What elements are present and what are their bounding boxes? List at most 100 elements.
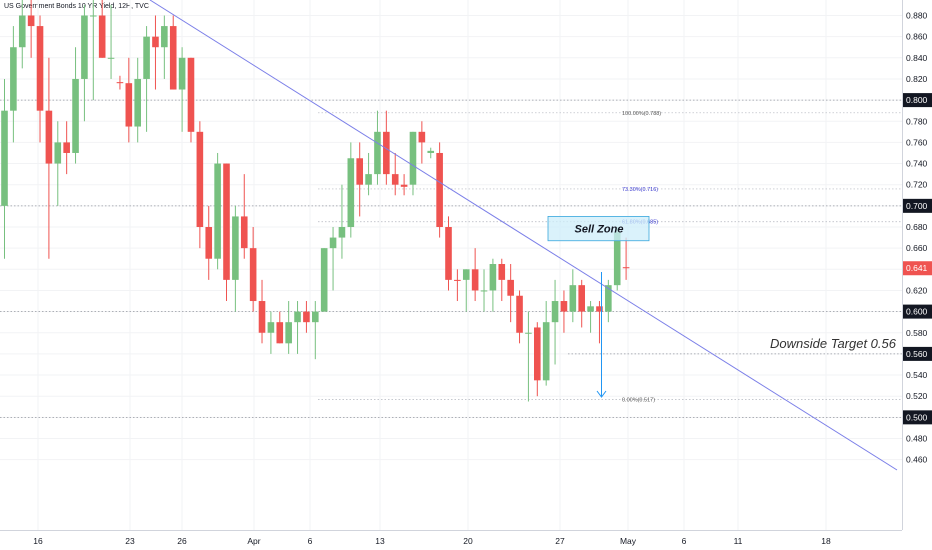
x-tick-label: Apr	[247, 536, 260, 546]
x-tick-label: 11	[734, 536, 743, 546]
candle-down	[418, 131, 426, 143]
y-tick-label: 0.740	[906, 159, 928, 169]
candle-up	[178, 57, 186, 90]
level-tag-label: 0.500	[906, 412, 928, 422]
downside-arrow-head	[596, 390, 607, 398]
candle-down	[471, 269, 479, 291]
candle-up	[232, 216, 239, 280]
candle-down	[116, 82, 124, 84]
candle-up	[409, 131, 417, 185]
y-tick-label: 0.840	[906, 53, 928, 63]
y-tick-label: 0.860	[906, 32, 928, 42]
candle-down	[27, 15, 35, 27]
candle-up	[312, 311, 319, 323]
candle-up	[605, 285, 612, 312]
y-tick-label: 0.480	[906, 434, 928, 444]
fib-level-label: 73.30%(0.716)	[622, 187, 658, 193]
candle-up	[338, 227, 346, 238]
candle-up	[542, 322, 550, 381]
candle-down	[516, 295, 523, 333]
x-tick-label: 6	[308, 536, 313, 546]
candle-down	[249, 248, 257, 302]
current-price-label: 0.641	[906, 263, 928, 273]
level-tag-label: 0.700	[906, 201, 928, 211]
candle-down	[400, 184, 408, 187]
x-tick-label: 23	[125, 536, 135, 546]
level-tag	[903, 346, 932, 361]
candle-up	[480, 290, 488, 292]
candle-up	[285, 322, 292, 344]
chart-title: US Government Bonds 10 YR Yield, 12H, TV…	[4, 3, 149, 10]
candle-up	[489, 264, 497, 291]
candle-down	[560, 301, 568, 312]
candle-up	[10, 47, 17, 111]
fib-level-label: 100.00%(0.788)	[622, 111, 661, 117]
candle-up	[267, 322, 275, 333]
candle-up	[551, 301, 559, 323]
candle-down	[498, 264, 506, 280]
candle-up	[613, 232, 621, 286]
candle-down	[596, 306, 603, 312]
x-tick-label: May	[620, 536, 637, 546]
y-tick-label: 0.680	[906, 222, 928, 232]
candle-up	[18, 15, 26, 48]
candle-down	[391, 174, 399, 185]
level-tag	[903, 410, 932, 425]
candle-down	[356, 158, 363, 185]
y-tick-label: 0.460	[906, 455, 928, 465]
candle-down	[45, 110, 53, 164]
candle-down	[125, 83, 133, 127]
level-tag-label: 0.560	[906, 349, 928, 359]
candle-down	[507, 279, 514, 296]
fib-level-label: 0.00%(0.517)	[622, 397, 655, 403]
candle-up	[525, 332, 532, 334]
level-tag	[903, 304, 932, 319]
candle-up	[161, 26, 168, 48]
candle-down	[622, 267, 630, 269]
candle-up	[569, 285, 577, 312]
candle-up	[294, 311, 301, 323]
y-tick-label: 0.780	[906, 116, 928, 126]
x-tick-label: 18	[821, 536, 831, 546]
candle-down	[196, 131, 204, 227]
candle-up	[347, 158, 355, 227]
x-tick-label: 16	[33, 536, 43, 546]
candle-down	[223, 163, 230, 280]
downside-target-label: Downside Target 0.56	[770, 336, 897, 351]
candle-down	[205, 227, 213, 259]
candle-up	[365, 174, 372, 185]
level-tag	[903, 93, 932, 108]
candle-up	[329, 237, 337, 249]
candle-down	[303, 311, 310, 323]
y-tick-label: 0.520	[906, 391, 928, 401]
y-tick-label: 0.540	[906, 370, 928, 380]
candle-down	[258, 301, 266, 333]
candle-up	[54, 142, 62, 164]
candle-down	[454, 279, 461, 281]
y-tick-label: 0.620	[906, 285, 928, 295]
candle-up	[90, 15, 97, 17]
candle-up	[587, 306, 594, 312]
candle-down	[445, 227, 452, 280]
level-tag-label: 0.600	[906, 307, 928, 317]
candle-up	[107, 57, 115, 59]
y-tick-label: 0.880	[906, 11, 928, 21]
descending-trendline	[149, 0, 898, 471]
candle-down	[534, 327, 541, 381]
candle-up	[143, 36, 150, 79]
y-tick-label: 0.580	[906, 328, 928, 338]
y-tick-label: 0.760	[906, 137, 928, 147]
candle-up	[81, 15, 88, 79]
candle-down	[98, 15, 106, 58]
candle-up	[320, 248, 328, 312]
x-tick-label: 27	[555, 536, 565, 546]
x-tick-label: 26	[177, 536, 187, 546]
candle-up	[462, 269, 470, 280]
current-price-tag	[903, 261, 932, 276]
candle-down	[187, 57, 195, 132]
candle-up	[134, 78, 141, 127]
level-tag	[903, 198, 932, 213]
candle-down	[276, 322, 284, 344]
